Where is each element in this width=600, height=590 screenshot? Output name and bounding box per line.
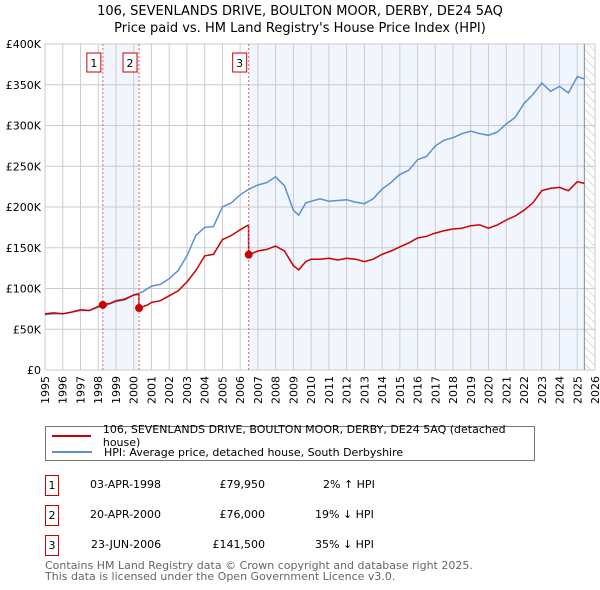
legend-label: HPI: Average price, detached house, Sout… (104, 445, 404, 459)
y-tick-label: £0 (27, 364, 41, 377)
x-tick-label: 1996 (57, 376, 70, 404)
x-tick-label: 2004 (199, 376, 212, 404)
sale-point (244, 250, 253, 259)
x-tick-label: 2024 (554, 376, 567, 404)
y-tick-label: £150K (6, 242, 42, 255)
title-line-1: 106, SEVENLANDS DRIVE, BOULTON MOOR, DER… (97, 4, 503, 19)
legend-swatch-blue (52, 451, 92, 453)
x-tick-label: 2009 (287, 376, 300, 404)
y-tick-label: £400K (6, 38, 42, 51)
sale-label-box (86, 52, 102, 73)
x-tick-label: 2019 (465, 376, 478, 404)
sale-price: £79,950 (219, 478, 266, 491)
x-tick-label: 2023 (536, 376, 549, 404)
x-tick-label: 2002 (163, 376, 176, 404)
x-tick-label: 2011 (323, 376, 336, 404)
x-tick-label: 1999 (110, 376, 123, 404)
sale-date: 20-APR-2000 (90, 508, 162, 521)
footer-line-1: Contains HM Land Registry data © Crown c… (45, 559, 473, 572)
x-tick-label: 2021 (500, 376, 513, 404)
y-tick-label: £250K (6, 160, 42, 173)
x-tick-label: 2013 (358, 376, 371, 404)
sale-label: 2 (127, 57, 134, 70)
sale-label-box (232, 52, 248, 73)
x-tick-label: 2016 (412, 376, 425, 404)
x-tick-label: 2026 (589, 376, 600, 404)
y-tick-label: £350K (6, 79, 42, 92)
x-tick-label: 2025 (571, 376, 584, 404)
x-tick-label: 2005 (216, 376, 229, 404)
x-tick-label: 2018 (447, 376, 460, 404)
y-tick-label: £300K (6, 120, 42, 133)
legend-swatch-red (52, 435, 91, 437)
sale-date: 23-JUN-2006 (91, 538, 162, 551)
x-tick-label: 2006 (234, 376, 247, 404)
sale-label: 1 (90, 57, 97, 70)
footer-attribution: Contains HM Land Registry data © Crown c… (45, 560, 473, 582)
sale-label-box (122, 52, 138, 73)
sale-row: 2 20-APR-2000 £76,000 19% ↓ HPI (45, 505, 445, 527)
x-tick-label: 1998 (92, 376, 105, 404)
sale-row: 1 03-APR-1998 £79,950 2% ↑ HPI (45, 475, 445, 497)
x-tick-label: 1997 (74, 376, 87, 404)
legend-item-property: 106, SEVENLANDS DRIVE, BOULTON MOOR, DER… (46, 423, 534, 449)
sale-price: £76,000 (219, 508, 266, 521)
y-tick-label: £200K (6, 201, 42, 214)
x-tick-label: 2007 (252, 376, 265, 404)
title-line-2: Price paid vs. HM Land Registry's House … (114, 21, 486, 36)
sale-point (98, 300, 107, 309)
x-tick-label: 2012 (341, 376, 354, 404)
sale-number-badge: 3 (45, 535, 59, 556)
x-tick-label: 2017 (429, 376, 442, 404)
x-tick-label: 2015 (394, 376, 407, 404)
chart-legend: 106, SEVENLANDS DRIVE, BOULTON MOOR, DER… (45, 423, 535, 461)
sale-point (135, 304, 144, 313)
x-tick-label: 2001 (145, 376, 158, 404)
x-tick-label: 2020 (483, 376, 496, 404)
sale-number-badge: 1 (45, 475, 59, 496)
chart-title: 106, SEVENLANDS DRIVE, BOULTON MOOR, DER… (0, 3, 600, 37)
x-tick-label: 2010 (305, 376, 318, 404)
sale-hpi-diff: 2% ↑ HPI (323, 478, 375, 491)
sale-row: 3 23-JUN-2006 £141,500 35% ↓ HPI (45, 535, 445, 557)
x-tick-label: 1995 (39, 376, 52, 404)
y-tick-label: £100K (6, 283, 42, 296)
x-tick-label: 2003 (181, 376, 194, 404)
sale-label: 3 (236, 57, 243, 70)
x-tick-label: 2014 (376, 376, 389, 404)
legend-label: 106, SEVENLANDS DRIVE, BOULTON MOOR, DER… (102, 423, 506, 449)
sale-hpi-diff: 19% ↓ HPI (315, 508, 374, 521)
x-tick-label: 2000 (128, 376, 141, 404)
sale-price: £141,500 (212, 538, 266, 551)
legend-item-hpi: HPI: Average price, detached house, Sout… (46, 444, 403, 460)
y-tick-label: £50K (13, 323, 42, 336)
footer-line-2: This data is licensed under the Open Gov… (45, 570, 396, 583)
property-price-line (44, 180, 585, 315)
price-chart: 1 2 3 1995 1996 1997 1998 1999 2000 2001 2002 2003 2… (6, 38, 600, 404)
x-tick-label: 2008 (270, 376, 283, 404)
sale-date: 03-APR-1998 (90, 478, 162, 491)
sale-number-badge: 2 (45, 505, 59, 526)
sale-hpi-diff: 35% ↓ HPI (315, 538, 374, 551)
x-tick-label: 2022 (518, 376, 531, 404)
